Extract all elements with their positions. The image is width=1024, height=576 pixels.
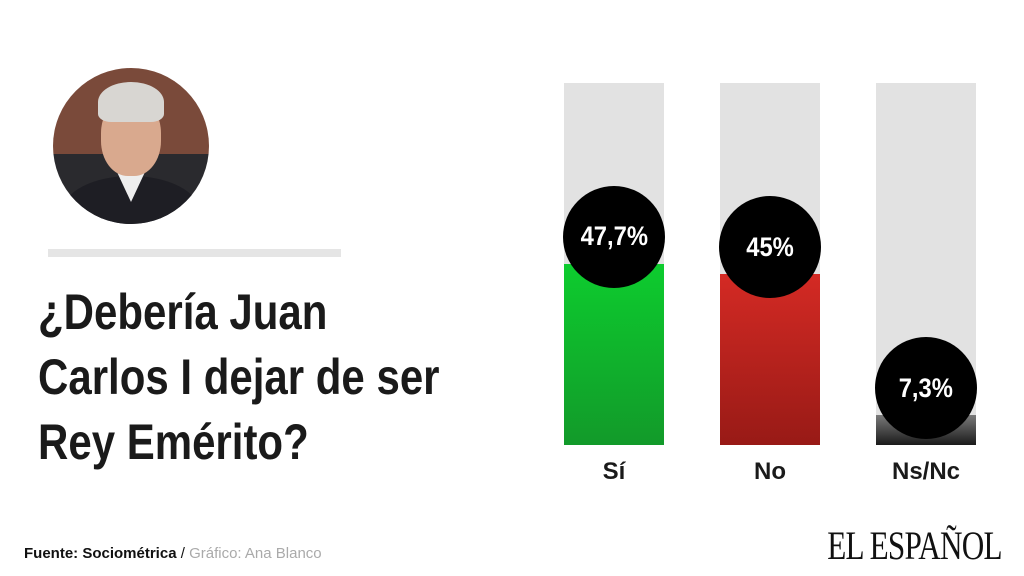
bar-track: 47,7% bbox=[563, 83, 665, 445]
el-espanol-logo: EL ESPAÑOL bbox=[827, 523, 1002, 568]
category-label: Sí bbox=[602, 458, 626, 485]
divider bbox=[48, 249, 341, 257]
separator: / bbox=[176, 545, 190, 562]
title-line: Rey Emérito? bbox=[38, 414, 309, 470]
credit-text: Gráfico: Ana Blanco bbox=[189, 545, 322, 562]
category-label: No bbox=[754, 458, 786, 485]
bar bbox=[564, 263, 664, 445]
source-note: Fuente: Sociométrica / Gráfico: Ana Blan… bbox=[24, 545, 322, 562]
bar-track: 7,3% bbox=[875, 83, 977, 445]
data-label: 47,7% bbox=[563, 185, 665, 288]
portrait-photo bbox=[53, 68, 209, 224]
data-label: 7,3% bbox=[875, 337, 977, 440]
page-title: ¿Debería Juan Carlos I dejar de ser Rey … bbox=[38, 280, 508, 475]
source-text: Fuente: Sociométrica bbox=[24, 545, 177, 562]
bar bbox=[720, 274, 820, 445]
category-label: Ns/Nc bbox=[891, 458, 961, 485]
bar-track: 45% bbox=[719, 83, 821, 445]
data-label: 45% bbox=[719, 196, 821, 298]
title-line: ¿Debería Juan bbox=[38, 284, 328, 340]
title-line: Carlos I dejar de ser bbox=[38, 349, 440, 405]
